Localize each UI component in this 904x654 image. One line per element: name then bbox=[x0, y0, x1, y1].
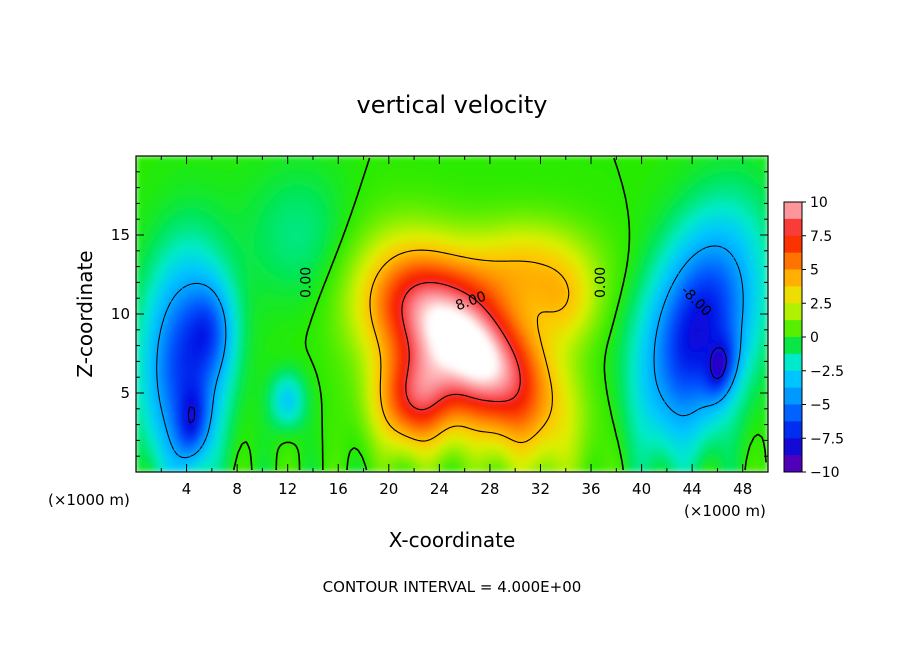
colorbar-swatch bbox=[784, 438, 802, 456]
y-tick-label: 10 bbox=[111, 305, 130, 323]
contour--4 bbox=[156, 245, 744, 459]
x-tick-label: 44 bbox=[683, 480, 702, 498]
colorbar-swatch bbox=[784, 421, 802, 439]
x-tick-label: 32 bbox=[531, 480, 550, 498]
colorbar-tick-label: 5 bbox=[810, 263, 819, 279]
colorbar-swatch bbox=[784, 337, 802, 355]
contour--8 bbox=[187, 329, 727, 424]
y-axis-label: Z-coordinate bbox=[73, 250, 97, 377]
colorbar-tick-label: −2.5 bbox=[810, 364, 844, 380]
chart-title: vertical velocity bbox=[357, 91, 548, 119]
colorbar-swatch bbox=[784, 387, 802, 405]
colorbar-swatch bbox=[784, 370, 802, 389]
contour-0 bbox=[232, 157, 767, 471]
x-unit-label-right: (×1000 m) bbox=[684, 502, 766, 520]
colorbar bbox=[784, 202, 802, 473]
colorbar-swatch bbox=[784, 202, 802, 220]
x-tick-label: 40 bbox=[632, 480, 651, 498]
velocity-field bbox=[136, 156, 768, 472]
colorbar-tick-label: −10 bbox=[810, 465, 840, 481]
colorbar-tick-label: −7.5 bbox=[810, 431, 844, 447]
colorbar-swatch bbox=[784, 235, 802, 254]
colorbar-swatch bbox=[784, 404, 802, 422]
contour-interval-note: CONTOUR INTERVAL = 4.000E+00 bbox=[323, 578, 582, 596]
contour-8 bbox=[401, 281, 521, 411]
x-tick-label: 48 bbox=[733, 480, 752, 498]
x-tick-label: 28 bbox=[480, 480, 499, 498]
x-tick-label: 36 bbox=[581, 480, 600, 498]
x-unit-label-left: (×1000 m) bbox=[48, 491, 130, 509]
contour-label: 0.00 bbox=[299, 267, 315, 298]
x-tick-label: 20 bbox=[379, 480, 398, 498]
colorbar-ticks: 10 7.5 5 2.5 0 −2.5 −5 −7.5 −10 bbox=[802, 195, 844, 481]
colorbar-swatch bbox=[784, 286, 802, 304]
colorbar-swatch bbox=[784, 218, 802, 237]
colorbar-tick-label: 7.5 bbox=[810, 229, 832, 245]
x-tick-label: 12 bbox=[278, 480, 297, 498]
colorbar-swatch bbox=[784, 252, 802, 270]
colorbar-swatch bbox=[784, 320, 802, 338]
x-tick-label: 24 bbox=[430, 480, 449, 498]
colorbar-swatch bbox=[784, 455, 802, 473]
colorbar-tick-label: 0 bbox=[810, 330, 819, 346]
y-tick-label: 15 bbox=[111, 226, 130, 244]
colorbar-tick-label: −5 bbox=[810, 398, 831, 414]
velocity-raster bbox=[136, 156, 768, 472]
contour-label: 0.00 bbox=[593, 267, 609, 298]
colorbar-tick-label: 2.5 bbox=[810, 296, 832, 312]
x-tick-label: 16 bbox=[329, 480, 348, 498]
colorbar-swatch bbox=[784, 303, 802, 321]
x-axis-label: X-coordinate bbox=[389, 528, 516, 552]
contour-4 bbox=[369, 249, 570, 444]
y-axis-ticks: 5 10 15 bbox=[111, 171, 768, 457]
x-tick-label: 8 bbox=[232, 480, 242, 498]
colorbar-swatch bbox=[784, 353, 802, 372]
y-tick-label: 5 bbox=[120, 384, 130, 402]
colorbar-tick-label: 10 bbox=[810, 195, 828, 211]
colorbar-swatch bbox=[784, 269, 802, 287]
x-tick-label: 4 bbox=[182, 480, 192, 498]
x-axis-ticks: 4 8 12 16 20 24 28 32 36 40 44 48 bbox=[160, 156, 752, 498]
